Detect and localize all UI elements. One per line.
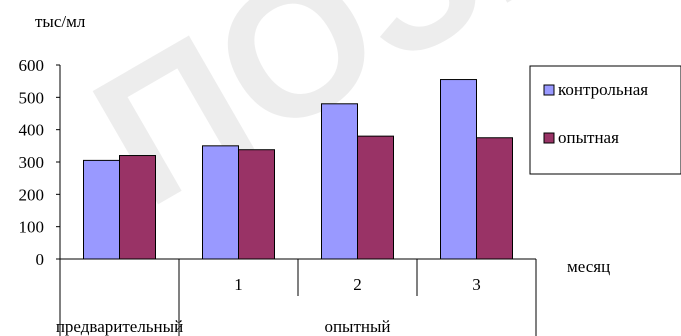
legend: контрольная опытная	[529, 65, 681, 175]
bar-experimental-2	[357, 135, 394, 260]
y-tick-label: 300	[19, 153, 45, 172]
y-tick-label: 400	[19, 121, 45, 140]
y-tick-label: 0	[36, 250, 45, 269]
bar-control-3	[440, 79, 477, 260]
bar-experimental-3	[476, 137, 513, 260]
plot-area: 1 2 3 предварительный опытный	[56, 65, 537, 336]
x-group-label: опытный	[324, 317, 390, 336]
legend-label: контрольная	[558, 80, 648, 99]
legend-label: опытная	[558, 128, 619, 147]
y-axis-label: тыс/мл	[35, 12, 86, 31]
y-tick-label: 100	[19, 218, 45, 237]
legend-swatch	[543, 84, 555, 96]
y-tick-label: 500	[19, 88, 45, 107]
y-axis-ticks: 0 100 200 300 400 500 600	[19, 56, 60, 269]
x-tick-label: 2	[353, 275, 362, 294]
legend-box	[529, 65, 681, 175]
y-tick-label: 200	[19, 185, 45, 204]
x-axis-label: месяц	[567, 257, 610, 276]
bar-control-0	[83, 159, 120, 260]
x-tick-label: 3	[472, 275, 481, 294]
legend-swatch	[543, 132, 555, 144]
bar-control-1	[202, 145, 239, 260]
y-tick-label: 600	[19, 56, 45, 75]
x-tick-label: 1	[234, 275, 243, 294]
bar-experimental-1	[238, 149, 275, 260]
x-group-label: предварительный	[56, 317, 183, 336]
bar-control-2	[321, 103, 358, 260]
bar-experimental-0	[119, 155, 156, 260]
